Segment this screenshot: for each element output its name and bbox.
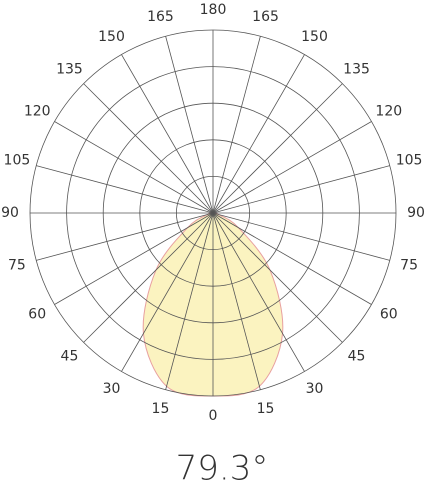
theta-tick-label: 60	[380, 307, 398, 323]
theta-tick-label: 180	[200, 2, 227, 18]
theta-tick-label: 45	[61, 349, 79, 365]
theta-tick-label: 60	[28, 307, 46, 323]
theta-tick-label: 120	[375, 104, 402, 120]
grid-spoke	[212, 212, 372, 305]
grid-spoke	[212, 212, 261, 390]
grid-spoke	[121, 212, 214, 372]
grid-spoke	[121, 54, 214, 214]
grid-spoke	[212, 212, 305, 372]
theta-tick-label: 30	[103, 381, 121, 397]
theta-tick-label: 120	[24, 104, 51, 120]
theta-tick-label: 15	[257, 401, 275, 417]
theta-tick-label: 135	[56, 61, 83, 77]
grid-spoke	[165, 212, 214, 390]
grid-spoke	[212, 83, 343, 214]
grid-spoke	[83, 83, 214, 214]
theta-tick-label: 75	[400, 258, 418, 274]
grid-spoke	[165, 36, 214, 214]
theta-tick-label: 90	[407, 205, 425, 221]
theta-tick-label: 0	[209, 408, 218, 424]
theta-tick-label: 105	[396, 152, 423, 168]
grid-spoke	[212, 212, 343, 343]
grid-spoke	[212, 121, 372, 214]
grid-spoke	[36, 212, 214, 261]
grid-spoke	[54, 212, 214, 305]
theta-tick-label: 15	[152, 401, 170, 417]
theta-tick-label: 135	[343, 61, 370, 77]
grid-spoke	[212, 212, 390, 261]
grid-spoke	[212, 54, 305, 214]
grid-spoke	[54, 121, 214, 214]
grid-spoke	[83, 212, 214, 343]
theta-tick-label: 165	[147, 9, 174, 25]
theta-tick-label: 165	[252, 9, 279, 25]
theta-tick-label: 90	[1, 205, 19, 221]
grid-spoke	[36, 165, 214, 214]
grid-spoke	[212, 165, 390, 214]
theta-tick-label: 150	[98, 29, 125, 45]
chart-title: 79.3°	[176, 449, 269, 489]
theta-tick-label: 45	[348, 349, 366, 365]
theta-tick-label: 30	[306, 381, 324, 397]
theta-tick-label: 105	[4, 152, 31, 168]
grid-spoke	[212, 36, 261, 214]
theta-tick-label: 150	[301, 29, 328, 45]
theta-tick-label: 75	[8, 258, 26, 274]
